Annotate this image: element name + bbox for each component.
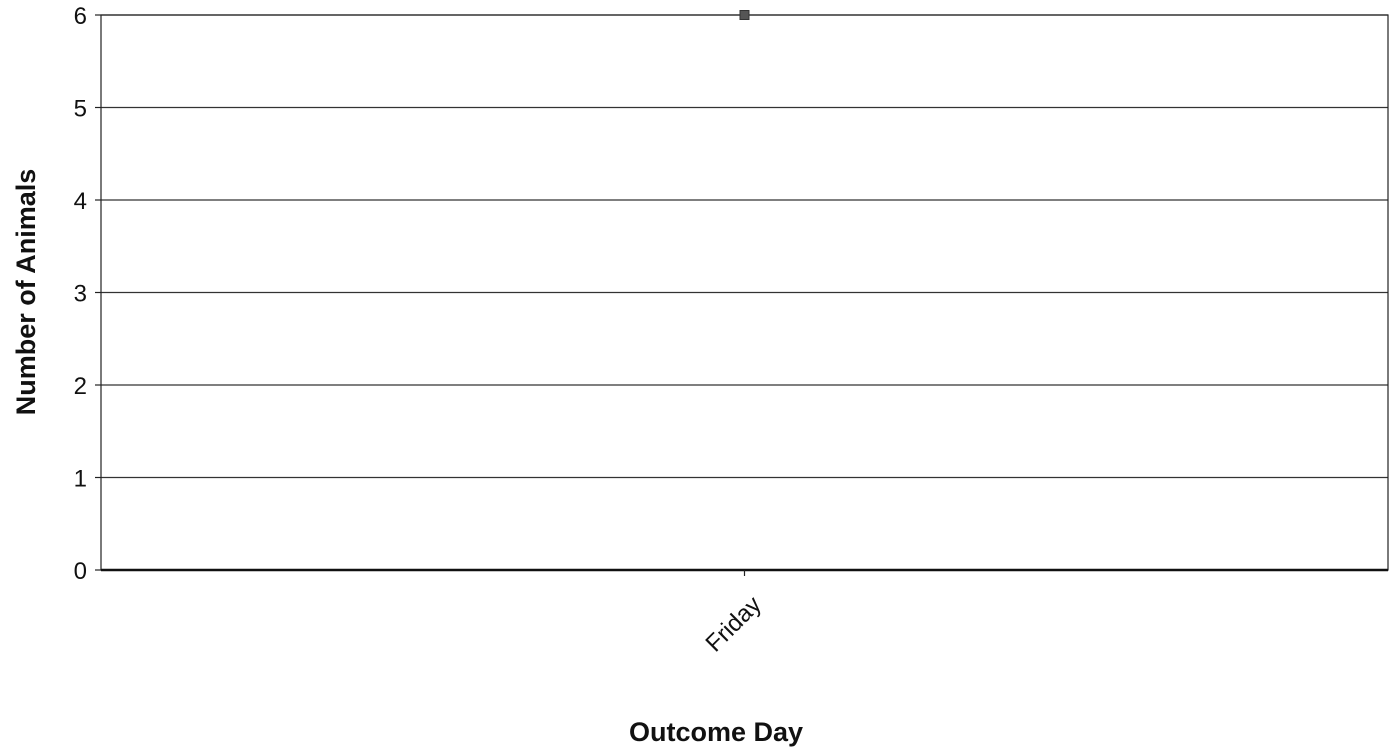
y-tick-label: 1	[74, 466, 87, 493]
y-axis-ticks: 0 1 2 3 4 5 6	[74, 3, 101, 585]
x-tick-label: Friday	[700, 591, 766, 657]
y-tick-label: 6	[74, 3, 87, 30]
y-axis-title: Number of Animals	[11, 169, 41, 416]
data-point	[739, 10, 750, 20]
y-tick-label: 5	[74, 96, 87, 123]
y-tick-label: 0	[74, 558, 87, 585]
y-tick-label: 2	[74, 373, 87, 400]
data-points	[739, 10, 750, 20]
gridlines	[101, 14, 1388, 479]
y-tick-label: 3	[74, 281, 87, 308]
x-axis-ticks: Friday	[700, 570, 767, 657]
y-tick-label: 4	[74, 188, 87, 215]
x-axis-title: Outcome Day	[629, 717, 803, 747]
